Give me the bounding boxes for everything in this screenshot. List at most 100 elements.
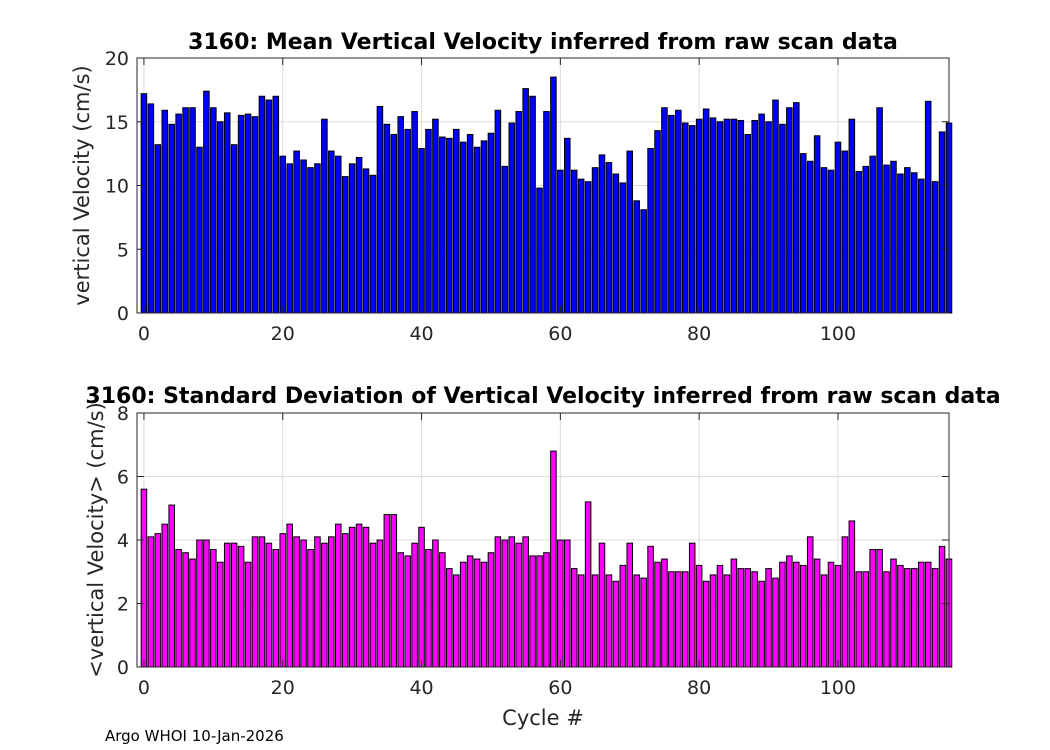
bar xyxy=(758,113,765,314)
bar xyxy=(376,539,384,668)
bar xyxy=(695,564,703,668)
bar xyxy=(404,555,411,668)
bar xyxy=(827,169,835,314)
bar xyxy=(772,99,779,314)
x-tick-label: 80 xyxy=(687,323,711,345)
bar xyxy=(189,558,196,668)
bar xyxy=(466,134,474,314)
bar xyxy=(598,542,606,668)
bar xyxy=(314,536,321,668)
bar xyxy=(938,131,946,314)
bar xyxy=(550,76,557,314)
bar xyxy=(695,118,703,314)
y-tick-label: 10 xyxy=(105,176,129,198)
bar xyxy=(355,156,363,314)
bar xyxy=(140,488,148,668)
bar xyxy=(244,113,252,314)
y-tick-label: 6 xyxy=(117,467,129,489)
bar xyxy=(730,118,738,314)
bar xyxy=(355,523,363,668)
bar xyxy=(647,148,654,314)
bar xyxy=(480,561,488,668)
bar xyxy=(425,128,432,314)
bar xyxy=(876,549,883,668)
bar xyxy=(626,542,634,668)
bar xyxy=(522,88,529,314)
bar xyxy=(452,128,460,314)
bar xyxy=(536,187,543,314)
bar xyxy=(591,574,599,668)
bar xyxy=(154,144,162,314)
x-tick-label: 80 xyxy=(687,677,711,699)
x-tick-label: 20 xyxy=(271,677,295,699)
bar xyxy=(716,121,724,314)
bar xyxy=(917,178,925,314)
bar xyxy=(244,561,252,668)
bar xyxy=(432,118,439,314)
bar xyxy=(348,163,356,314)
bar xyxy=(577,178,585,314)
bar xyxy=(827,561,835,668)
bar xyxy=(334,523,342,668)
bar xyxy=(855,571,863,668)
bar xyxy=(591,167,599,314)
bar xyxy=(529,555,536,668)
bar xyxy=(793,561,800,668)
bar xyxy=(154,533,162,668)
bar xyxy=(362,526,370,668)
bar xyxy=(473,558,481,668)
bar xyxy=(314,163,321,314)
bar xyxy=(390,134,398,314)
bar xyxy=(279,155,287,314)
bar xyxy=(765,121,772,314)
bar xyxy=(799,564,807,668)
chart-title: 3160: Standard Deviation of Vertical Vel… xyxy=(85,384,1000,409)
bar xyxy=(404,128,411,314)
x-tick-label: 100 xyxy=(820,323,856,345)
bar xyxy=(737,568,745,668)
bar xyxy=(161,109,169,314)
bar xyxy=(716,564,724,668)
y-tick-label: 0 xyxy=(117,657,129,679)
bar xyxy=(841,536,849,668)
bar xyxy=(251,536,259,668)
bar xyxy=(640,577,647,668)
bar xyxy=(411,542,418,668)
bar xyxy=(897,173,904,314)
bar xyxy=(307,549,314,668)
bar xyxy=(584,181,592,314)
bar xyxy=(328,150,335,314)
footer-credit: Argo WHOI 10-Jan-2026 xyxy=(105,727,284,745)
bar xyxy=(911,568,918,668)
x-tick-label: 0 xyxy=(138,323,150,345)
x-tick-label: 40 xyxy=(409,323,433,345)
x-tick-label: 100 xyxy=(820,677,856,699)
bar xyxy=(862,571,869,668)
bar xyxy=(786,555,793,668)
bar xyxy=(258,95,266,314)
bar xyxy=(723,118,731,314)
bar xyxy=(855,170,863,314)
bar xyxy=(182,552,189,668)
bar xyxy=(640,209,647,314)
bar xyxy=(203,90,210,314)
bar xyxy=(168,504,175,668)
bar xyxy=(411,111,418,314)
bar xyxy=(598,154,606,314)
bar xyxy=(175,113,182,314)
bar xyxy=(577,574,585,668)
bar xyxy=(633,200,640,314)
x-tick-label: 20 xyxy=(271,323,295,345)
bar xyxy=(848,520,856,668)
bar xyxy=(432,539,439,668)
bar xyxy=(543,111,550,314)
x-tick-label: 60 xyxy=(548,323,572,345)
bar xyxy=(730,558,738,668)
y-tick-label: 8 xyxy=(117,403,129,425)
bar xyxy=(272,549,280,668)
bar xyxy=(661,558,668,668)
bar xyxy=(522,536,529,668)
bar xyxy=(147,103,155,314)
bar xyxy=(557,539,564,668)
